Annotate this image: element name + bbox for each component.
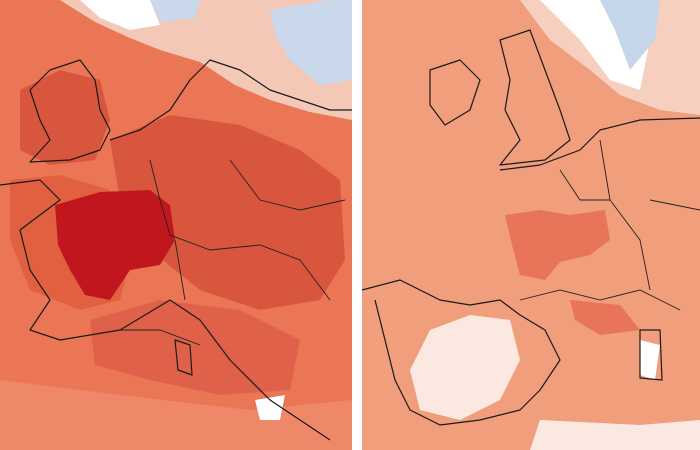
right-warm-zone <box>570 300 640 335</box>
right-neutral-zone <box>640 340 660 380</box>
island <box>639 329 663 381</box>
border <box>120 159 346 346</box>
coastline <box>499 29 571 166</box>
left-cold-zone <box>150 0 200 22</box>
right-cold-zone <box>600 0 660 70</box>
coastline <box>109 59 352 141</box>
coastline <box>0 179 331 441</box>
coastline <box>499 117 700 171</box>
right-neutral-zone <box>410 315 520 420</box>
coastline <box>429 59 481 126</box>
left-warm-zone <box>110 115 345 310</box>
left-neutral-zone <box>255 395 285 420</box>
left-mild-zone <box>0 380 352 450</box>
island <box>174 339 193 376</box>
right-neutral-zone <box>530 420 700 450</box>
coastline <box>361 279 561 426</box>
panel-divider <box>352 0 362 450</box>
left-map <box>0 0 352 450</box>
left-cold-zone <box>270 0 352 85</box>
left-hot-zone <box>55 190 175 300</box>
left-warm-zone <box>90 300 300 395</box>
right-map <box>361 0 700 450</box>
coastline <box>29 59 111 163</box>
left-warm-zone <box>20 70 110 165</box>
border <box>519 139 700 311</box>
left-neutral-zone <box>80 0 160 30</box>
right-warm-zone <box>505 210 610 280</box>
